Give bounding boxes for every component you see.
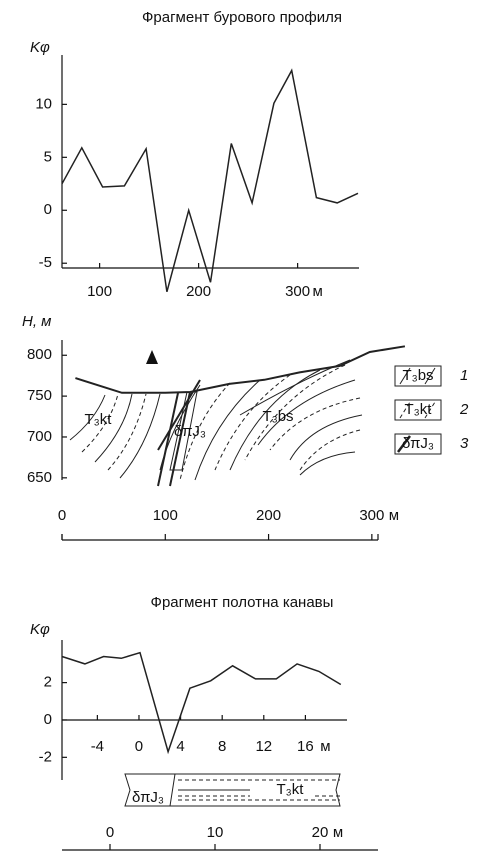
data-line bbox=[75, 345, 406, 394]
y-tick-label: 800 bbox=[27, 346, 52, 363]
y-tick-label: 10 bbox=[35, 95, 52, 112]
x-tick-label: 200 bbox=[186, 283, 211, 300]
x-tick-label: 300 bbox=[359, 507, 384, 524]
y-axis-label: Kφ bbox=[30, 39, 50, 56]
y-axis-label: Kφ bbox=[30, 621, 50, 638]
legend-label: T₃kt bbox=[405, 401, 433, 418]
y-tick-label: 5 bbox=[44, 148, 52, 165]
geology-lines bbox=[61, 350, 379, 541]
y-tick-label: -2 bbox=[39, 748, 52, 765]
x-tick-label: 16 bbox=[297, 738, 314, 755]
y-axis-label: H, м bbox=[22, 313, 51, 330]
data-line bbox=[61, 68, 359, 292]
y-tick-label: 0 bbox=[44, 201, 52, 218]
legend-number: 1 bbox=[460, 367, 468, 384]
section-label: δπJ₃ bbox=[132, 789, 164, 806]
x-tick-label: 300 bbox=[285, 283, 310, 300]
section-label: δπJ₃ bbox=[174, 423, 206, 440]
chart-title: Фрагмент полотна канавы bbox=[151, 594, 334, 611]
y-tick-label: 750 bbox=[27, 387, 52, 404]
trench bbox=[62, 773, 378, 851]
x-tick-label: 100 bbox=[87, 283, 112, 300]
legend-number: 2 bbox=[459, 401, 469, 418]
x-tick-label: 0 bbox=[135, 738, 143, 755]
scale-label: 20 bbox=[312, 824, 329, 841]
scale-unit: м bbox=[333, 824, 343, 841]
marker bbox=[146, 350, 158, 364]
section-label: T₃kt bbox=[85, 411, 113, 428]
x-unit: м bbox=[389, 507, 399, 524]
x-unit: м bbox=[320, 738, 330, 755]
legend-boxes bbox=[394, 365, 442, 455]
x-tick-label: 200 bbox=[256, 507, 281, 524]
y-tick-label: -5 bbox=[39, 254, 52, 271]
y-tick-label: 650 bbox=[27, 469, 52, 486]
x-tick-label: -4 bbox=[91, 738, 104, 755]
x-tick-label: 0 bbox=[58, 507, 66, 524]
data-line bbox=[61, 651, 342, 755]
x-tick-label: 4 bbox=[176, 738, 184, 755]
chart-title: Фрагмент бурового профиля bbox=[142, 9, 342, 26]
x-tick-label: 12 bbox=[255, 738, 272, 755]
y-tick-label: 2 bbox=[44, 674, 52, 691]
section-label: T₃bs bbox=[262, 408, 293, 425]
x-unit: м bbox=[312, 283, 322, 300]
legend-label: T₃bs bbox=[402, 367, 433, 384]
x-tick-label: 100 bbox=[153, 507, 178, 524]
scale-label: 10 bbox=[207, 824, 224, 841]
x-tick-label: 8 bbox=[218, 738, 226, 755]
section-label: T₃kt bbox=[277, 781, 305, 798]
legend-number: 3 bbox=[460, 435, 469, 452]
scale-label: 0 bbox=[106, 824, 114, 841]
y-tick-label: 700 bbox=[27, 428, 52, 445]
y-tick-label: 0 bbox=[44, 711, 52, 728]
legend-label: δπJ₃ bbox=[402, 435, 434, 452]
